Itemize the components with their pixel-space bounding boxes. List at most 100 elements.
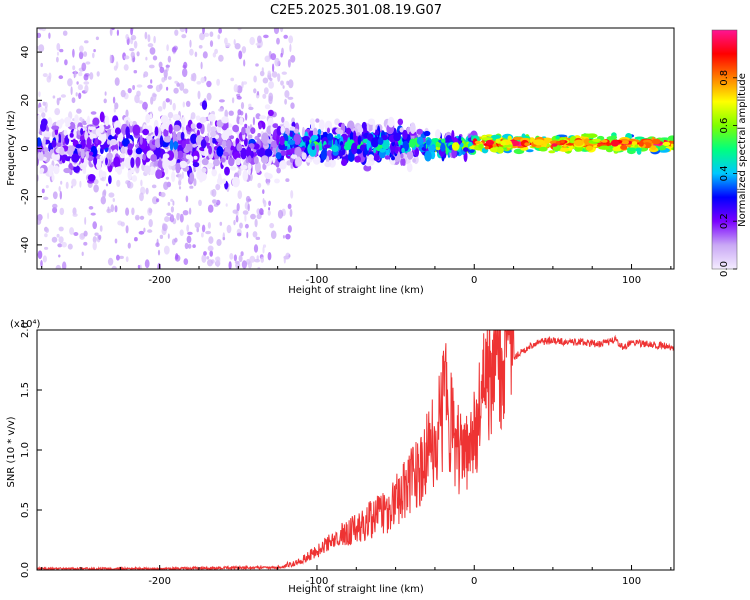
spectrogram-ridge-cell bbox=[471, 135, 480, 141]
spectrogram-ridge-cell bbox=[491, 134, 501, 140]
spectrogram-ridge-cell bbox=[573, 139, 584, 146]
spectrogram-noise-cell bbox=[285, 252, 291, 260]
snr-y-tick-label: 0.5 bbox=[20, 502, 31, 518]
spectrogram-noise-cell bbox=[77, 84, 83, 91]
spectrogram-noise-cell bbox=[42, 255, 48, 263]
spectrogram-noise-cell bbox=[233, 254, 237, 262]
spectrogram-noise-cell bbox=[79, 45, 84, 53]
spectrogram-noise-cell bbox=[150, 79, 153, 84]
spectrogram-ridge-cell bbox=[92, 117, 100, 126]
spectrogram-noise-cell bbox=[37, 218, 42, 225]
spectrogram-noise-cell bbox=[218, 99, 225, 103]
spectrogram-noise-cell bbox=[100, 196, 107, 205]
spectrogram-noise-cell bbox=[58, 254, 61, 258]
spectrogram-noise-cell bbox=[76, 108, 82, 114]
spectrogram-ridge-cell bbox=[586, 133, 598, 138]
spectrogram-noise-cell bbox=[280, 28, 284, 33]
spectrogram-x-tick-label: 100 bbox=[622, 275, 641, 286]
spectrogram-ridge-cell bbox=[110, 145, 116, 151]
spectrogram-noise-cell bbox=[290, 190, 294, 199]
spectrogram-noise-cell bbox=[182, 210, 189, 216]
spectrogram-noise-cell bbox=[207, 204, 214, 213]
spectrogram-noise-cell bbox=[188, 207, 192, 215]
spectrogram-ridge-cell bbox=[145, 113, 151, 124]
spectrogram-noise-cell bbox=[196, 227, 199, 233]
spectrogram-ridge-cell bbox=[264, 148, 273, 157]
spectrogram-noise-cell bbox=[58, 226, 64, 232]
spectrogram-ridge-cell bbox=[125, 126, 130, 137]
spectrogram-ridge-cell bbox=[276, 134, 280, 146]
spectrogram-noise-cell bbox=[147, 34, 151, 43]
spectrogram-noise-cell bbox=[134, 237, 138, 242]
spectrogram-noise-cell bbox=[274, 57, 280, 67]
spectrogram-noise-cell bbox=[125, 34, 129, 40]
spectrogram-noise-cell bbox=[165, 64, 170, 68]
spectrogram-ridge-cell bbox=[162, 153, 170, 160]
spectrogram-noise-cell bbox=[257, 182, 262, 189]
spectrogram-ridge-cell bbox=[143, 165, 151, 174]
spectrogram-ridge-cell bbox=[56, 142, 62, 147]
spectrogram-noise-cell bbox=[46, 75, 52, 83]
spectrogram-noise-cell bbox=[56, 51, 60, 56]
spectrogram-noise-cell bbox=[201, 224, 206, 233]
spectrogram-noise-cell bbox=[170, 198, 174, 202]
spectrogram-ridge-cell bbox=[221, 140, 227, 148]
spectrogram-noise-cell bbox=[199, 32, 205, 41]
spectrogram-noise-cell bbox=[147, 84, 154, 89]
spectrogram-ridge-cell bbox=[586, 145, 593, 151]
spectrogram-ridge-cell bbox=[80, 135, 85, 142]
spectrogram-noise-cell bbox=[125, 180, 130, 185]
spectrogram-noise-cell bbox=[155, 242, 160, 248]
spectrogram-ridge-cell bbox=[621, 140, 630, 145]
spectrogram-ridge-cell bbox=[361, 121, 367, 130]
spectrogram-ridge-cell bbox=[37, 151, 44, 161]
spectrogram-noise-cell bbox=[59, 207, 65, 216]
spectrogram-noise-cell bbox=[93, 49, 96, 53]
spectrogram-ridge-cell bbox=[368, 154, 374, 161]
spectrogram-noise-cell bbox=[173, 87, 179, 94]
spectrogram-ridge-cell bbox=[248, 143, 255, 149]
spectrogram-ridge-cell bbox=[400, 153, 404, 159]
spectrogram-y-tick-label: -40 bbox=[20, 237, 31, 253]
spectrogram-ridge-cell bbox=[286, 160, 292, 166]
spectrogram-noise-cell bbox=[142, 101, 148, 110]
spectrogram-noise-cell bbox=[163, 181, 169, 190]
spectrogram-ridge-cell bbox=[406, 162, 413, 173]
spectrogram-y-tick-label: -20 bbox=[20, 189, 31, 205]
spectrogram-noise-cell bbox=[106, 208, 112, 214]
spectrogram-ridge-cell bbox=[391, 156, 395, 161]
spectrogram-noise-cell bbox=[42, 101, 46, 106]
spectrogram-ridge-cell bbox=[583, 138, 591, 146]
spectrogram-noise-cell bbox=[214, 256, 221, 261]
spectrogram-x-ticks: -200 -100 0 100 bbox=[41, 264, 672, 286]
spectrogram-ridge-cell bbox=[48, 164, 53, 177]
spectrogram-ridge-cell bbox=[331, 145, 339, 153]
spectrogram-ridge-cell bbox=[189, 172, 195, 183]
spectrogram-noise-cell bbox=[60, 180, 63, 185]
spectrogram-noise-cell bbox=[111, 265, 117, 269]
spectrogram-noise-cell bbox=[193, 178, 197, 187]
spectrogram-ridge-cell bbox=[525, 149, 534, 153]
spectrogram-noise-cell bbox=[244, 214, 247, 222]
spectrogram-ridge-cell bbox=[257, 133, 261, 138]
spectrogram-ridge-cell bbox=[124, 157, 133, 169]
spectrogram-x-tick-label: -200 bbox=[148, 275, 171, 286]
spectrogram-noise-cell bbox=[92, 52, 95, 59]
spectrogram-noise-cell bbox=[136, 51, 140, 57]
spectrogram-ridge-cell bbox=[190, 123, 196, 129]
spectrogram-ridge-cell bbox=[651, 138, 661, 145]
figure-title: C2E5.2025.301.08.19.G07 bbox=[270, 3, 442, 18]
spectrogram-noise-cell bbox=[109, 28, 113, 36]
spectrogram-ridge-cell bbox=[181, 140, 186, 149]
spectrogram-noise-cell bbox=[211, 189, 217, 197]
spectrogram-noise-cell bbox=[262, 189, 265, 195]
spectrogram-noise-cell bbox=[139, 192, 144, 202]
spectrogram-ridge-cell bbox=[229, 166, 237, 171]
spectrogram-noise-cell bbox=[41, 188, 45, 194]
spectrogram-ridge-cell bbox=[440, 143, 446, 152]
spectrogram-noise-cell bbox=[242, 210, 249, 216]
spectrogram-ridge-cell bbox=[416, 136, 424, 146]
spectrogram-ridge-cell bbox=[210, 126, 217, 132]
spectrogram-ridge-cell bbox=[211, 169, 217, 177]
spectrogram-noise-cell bbox=[166, 44, 169, 52]
